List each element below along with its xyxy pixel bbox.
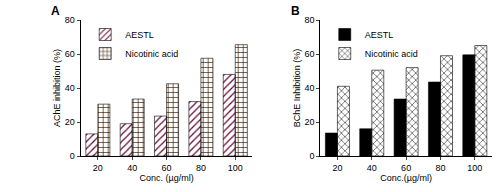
svg-text:80: 80 bbox=[196, 163, 206, 173]
svg-text:Nicotinic acid: Nicotinic acid bbox=[365, 49, 418, 59]
svg-text:100: 100 bbox=[467, 163, 482, 173]
svg-text:40: 40 bbox=[65, 83, 75, 93]
svg-text:60: 60 bbox=[65, 49, 75, 59]
svg-text:20: 20 bbox=[93, 163, 103, 173]
svg-text:60: 60 bbox=[162, 163, 172, 173]
svg-text:20: 20 bbox=[65, 117, 75, 127]
svg-text:Conc. (µg/ml): Conc. (µg/ml) bbox=[139, 173, 193, 183]
svg-text:0: 0 bbox=[309, 151, 314, 161]
svg-text:40: 40 bbox=[367, 163, 377, 173]
svg-text:80: 80 bbox=[65, 15, 75, 25]
svg-text:20: 20 bbox=[304, 117, 314, 127]
svg-text:40: 40 bbox=[127, 163, 137, 173]
svg-text:80: 80 bbox=[304, 15, 314, 25]
svg-text:100: 100 bbox=[228, 163, 243, 173]
svg-text:60: 60 bbox=[304, 49, 314, 59]
svg-text:Conc.(µg/ml): Conc.(µg/ml) bbox=[380, 173, 432, 183]
svg-text:AESTL: AESTL bbox=[365, 30, 394, 40]
svg-text:B: B bbox=[291, 4, 300, 18]
svg-text:60: 60 bbox=[401, 163, 411, 173]
svg-text:A: A bbox=[51, 4, 60, 18]
svg-text:AESTL: AESTL bbox=[125, 30, 154, 40]
svg-text:80: 80 bbox=[435, 163, 445, 173]
svg-text:BChE Inhibition (%): BChE Inhibition (%) bbox=[292, 49, 302, 128]
svg-text:40: 40 bbox=[304, 83, 314, 93]
svg-text:Nicotinic acid: Nicotinic acid bbox=[125, 49, 178, 59]
svg-text:0: 0 bbox=[70, 151, 75, 161]
svg-text:AChE inhibition (%): AChE inhibition (%) bbox=[52, 49, 62, 127]
svg-text:20: 20 bbox=[332, 163, 342, 173]
